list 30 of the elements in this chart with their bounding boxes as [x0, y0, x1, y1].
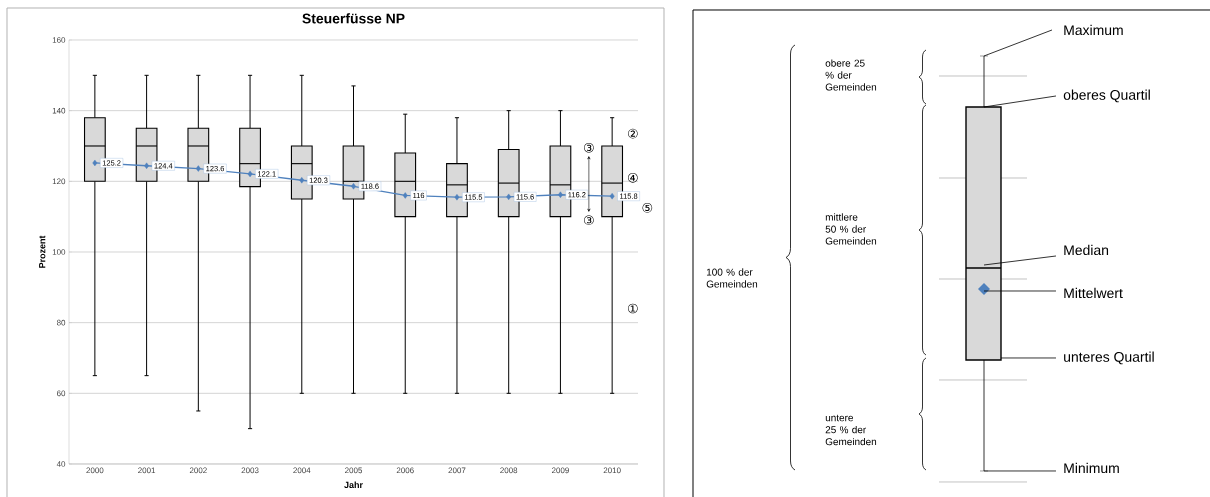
chart-title: Steuerfüsse NP	[302, 13, 405, 24]
text: untere 25 % der Gemeinden	[825, 414, 877, 446]
point	[402, 192, 408, 199]
text: Minimum	[1064, 462, 1119, 474]
point	[506, 193, 512, 201]
point	[144, 162, 150, 169]
point	[92, 159, 98, 167]
text: oberes Quartil	[1063, 89, 1150, 103]
point	[351, 183, 356, 190]
point	[557, 191, 563, 198]
y-axis-title: Prozent	[39, 235, 46, 268]
text: mittlere 50 % der Gemeinden	[825, 213, 877, 245]
text: obere 25 % der Gemeinden	[825, 59, 877, 91]
annotation: ④	[628, 172, 638, 183]
point	[609, 192, 615, 200]
point	[247, 170, 253, 178]
text: Median	[1064, 244, 1109, 256]
text: 100 % der Gemeinden	[706, 268, 758, 288]
text: ⑤	[642, 202, 653, 213]
point	[195, 165, 201, 172]
point	[454, 194, 460, 201]
annotation: ①	[628, 303, 638, 314]
text: unteres Quartil	[1064, 351, 1154, 365]
annotation: ③	[584, 142, 594, 153]
text: Maximum	[1064, 24, 1123, 36]
x-axis-title: Jahr	[344, 481, 363, 489]
annotation: ②	[628, 128, 638, 139]
point	[299, 177, 305, 184]
annotation: ③	[584, 215, 594, 226]
text: Mittelwert	[1064, 287, 1123, 299]
